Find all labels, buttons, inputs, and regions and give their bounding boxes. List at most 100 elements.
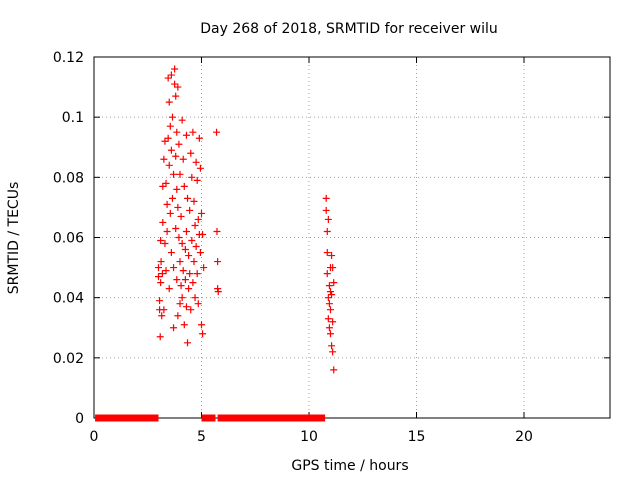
plot-frame <box>93 56 611 419</box>
data-point <box>328 342 336 350</box>
data-point <box>181 246 189 254</box>
data-point <box>323 227 331 235</box>
data-point <box>173 185 181 193</box>
data-point <box>184 339 192 347</box>
data-point <box>179 155 187 163</box>
data-point <box>165 98 173 106</box>
data-point <box>325 282 333 290</box>
data-point <box>170 324 178 332</box>
data-point <box>323 249 331 257</box>
data-point <box>181 276 189 284</box>
x-tick-label: 10 <box>300 429 318 445</box>
data-point <box>179 267 187 275</box>
data-point <box>173 276 181 284</box>
data-point <box>196 249 204 257</box>
y-tick-label: 0 <box>75 411 84 427</box>
data-point <box>328 252 336 260</box>
x-axis-label: GPS time / hours <box>291 458 408 474</box>
y-tick-label: 0.12 <box>53 50 84 66</box>
data-point <box>213 128 221 136</box>
data-point <box>156 333 164 341</box>
data-point <box>182 227 190 235</box>
data-point <box>172 92 180 100</box>
data-point <box>160 155 168 163</box>
data-point <box>186 206 194 214</box>
data-point <box>189 279 197 287</box>
data-point <box>155 264 162 272</box>
data-point <box>191 221 199 229</box>
data-point <box>168 113 176 121</box>
data-point <box>164 134 172 142</box>
data-point <box>193 270 201 278</box>
data-point <box>329 318 337 326</box>
x-tick-label: 15 <box>408 429 426 445</box>
data-point <box>199 230 207 238</box>
data-point <box>329 264 337 272</box>
data-point <box>200 264 208 272</box>
data-point <box>174 312 182 320</box>
data-point <box>322 194 330 202</box>
data-point <box>188 173 196 181</box>
data-point <box>198 321 205 329</box>
data-point <box>157 237 165 245</box>
data-point <box>194 215 202 223</box>
data-point <box>171 65 179 73</box>
data-points <box>155 65 338 374</box>
data-point <box>324 294 332 302</box>
data-point <box>167 71 175 79</box>
data-point <box>324 315 332 323</box>
data-point <box>187 149 195 157</box>
y-tick-label: 0.04 <box>53 291 84 307</box>
axis-ticks: 0 0.02 0.04 0.06 0.08 0.1 0.12 0 5 10 15 20 <box>53 50 610 445</box>
data-point <box>330 279 338 287</box>
data-point <box>176 300 184 308</box>
x-tick-label: 5 <box>197 429 206 445</box>
data-point <box>170 264 178 272</box>
data-point <box>322 206 330 214</box>
data-point <box>178 294 186 302</box>
data-point <box>185 285 193 293</box>
data-point <box>184 194 192 202</box>
data-point <box>180 321 188 329</box>
data-point <box>163 227 171 235</box>
data-point <box>327 288 334 296</box>
data-point <box>160 306 168 314</box>
data-point <box>182 303 190 311</box>
y-tick-label: 0.08 <box>53 170 84 186</box>
data-point <box>196 164 204 172</box>
data-point <box>325 324 333 332</box>
data-point <box>214 258 222 266</box>
x-tick-label: 0 <box>90 429 99 445</box>
data-point <box>182 131 190 139</box>
data-point <box>186 270 194 278</box>
data-point <box>187 306 195 314</box>
y-tick-label: 0.1 <box>62 110 84 126</box>
data-point <box>162 179 170 187</box>
x-tick-label: 20 <box>515 429 533 445</box>
data-point <box>164 74 172 82</box>
data-point <box>161 137 169 145</box>
data-point <box>190 197 198 205</box>
data-point <box>157 258 165 266</box>
data-point <box>178 240 186 248</box>
data-point <box>162 267 170 275</box>
data-point <box>172 152 180 160</box>
data-point <box>199 330 207 338</box>
y-tick-label: 0.06 <box>53 231 84 247</box>
data-point <box>175 234 183 241</box>
y-tick-label: 0.02 <box>53 351 84 367</box>
grid <box>94 57 610 418</box>
data-point <box>155 273 162 281</box>
data-point <box>159 182 167 190</box>
data-point <box>189 128 197 136</box>
data-point <box>157 279 165 287</box>
data-point <box>161 240 169 248</box>
data-point <box>173 128 181 136</box>
data-point <box>323 270 331 278</box>
data-point <box>214 285 222 293</box>
data-point <box>190 258 198 266</box>
data-point <box>328 291 336 299</box>
data-point <box>214 288 222 296</box>
data-point <box>180 182 188 190</box>
